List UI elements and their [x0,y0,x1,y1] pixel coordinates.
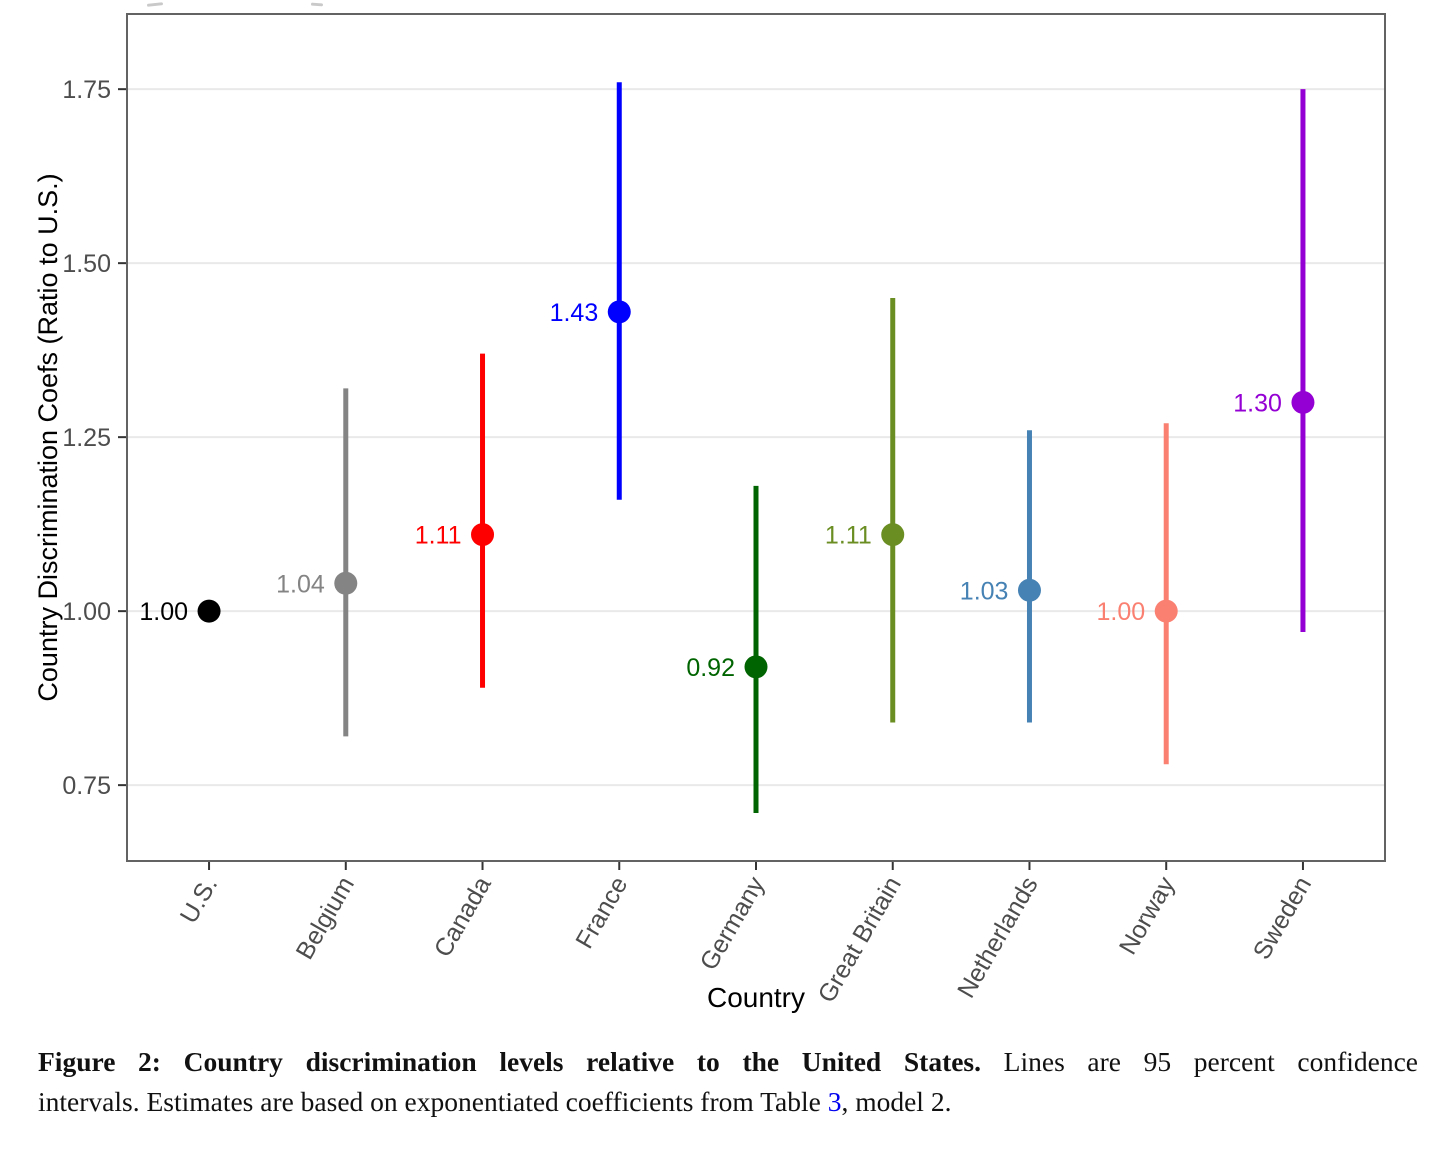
point-france [607,300,631,324]
point-norway [1154,599,1178,623]
value-label-u-s: 1.00 [139,598,188,626]
value-label-germany: 0.92 [686,654,735,682]
y-tick-label-0.75: 0.75 [62,772,111,800]
x-tick-label-canada: Canada [429,872,497,962]
caption-text-3: , model 2. [841,1086,952,1117]
point-netherlands [1017,578,1041,602]
chart: 0.75 1.00 1.25 1.50 1.75 U.S. Belgium Canada Fra… [33,13,1386,1013]
point-canada [471,523,495,547]
value-label-netherlands: 1.03 [960,577,1009,605]
x-tick-label-great-britain: Great Britain [813,872,907,1008]
y-tick-label-1.25: 1.25 [62,424,111,452]
value-label-canada: 1.11 [415,522,462,550]
value-label-norway: 1.00 [1097,598,1146,626]
value-label-sweden: 1.30 [1233,389,1282,417]
x-tick-label-belgium: Belgium [291,872,360,964]
x-axis-title: Country [707,982,805,1013]
x-tick-label-norway: Norway [1114,872,1181,960]
figure-caption: Figure 2: Country discrimination levels … [0,1042,1456,1122]
table-3-link[interactable]: 3 [827,1086,842,1117]
x-tick-label-france: France [570,872,633,953]
value-label-france: 1.43 [550,299,599,327]
x-tick-label-u-s: U.S. [175,872,224,928]
point-belgium [334,571,358,595]
chart-svg: 0.75 1.00 1.25 1.50 1.75 U.S. Belgium Canada Fra… [33,13,1386,1013]
caption-line-2: intervals. Estimates are based on expone… [38,1082,1418,1122]
y-tick-label-1.75: 1.75 [62,76,111,104]
point-great-britain [881,523,905,547]
point-u-s [197,599,221,623]
panel-border [126,13,1386,862]
point-sweden [1291,390,1315,414]
x-tick-label-sweden: Sweden [1248,872,1317,964]
caption-figure-label: Figure 2: Country discrimination levels … [38,1046,982,1077]
value-label-great-britain: 1.11 [825,522,872,550]
caption-text-2: intervals. Estimates are based on expone… [38,1086,828,1117]
caption-line-1: Figure 2: Country discrimination levels … [38,1042,1418,1082]
value-label-belgium: 1.04 [276,570,325,598]
y-tick-label-1.50: 1.50 [62,250,111,278]
y-axis-title: Country Discrimination Coefs (Ratio to U… [33,173,63,701]
x-tick-label-netherlands: Netherlands [952,872,1044,1003]
x-tick-label-germany: Germany [695,872,771,975]
point-germany [744,655,768,679]
y-tick-label-1.00: 1.00 [62,598,111,626]
caption-text-1: Lines are 95 percent confidence [1003,1046,1418,1077]
